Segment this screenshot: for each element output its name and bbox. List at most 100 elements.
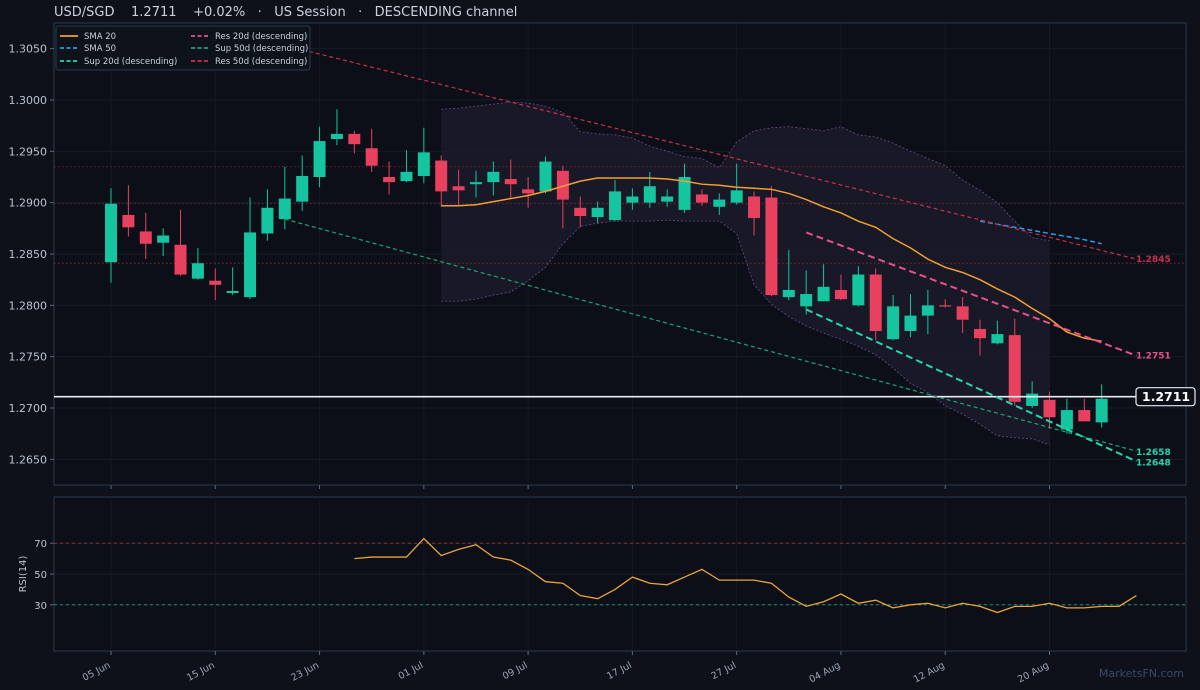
candle-body — [730, 190, 743, 203]
x-tick-label: 15 Jun — [185, 660, 217, 684]
candle-body — [383, 177, 396, 183]
candle-body — [504, 179, 517, 185]
candle-body — [278, 198, 291, 220]
pattern-label: DESCENDING channel — [374, 5, 518, 20]
candle-body — [939, 305, 952, 307]
band-upper-line — [441, 101, 1050, 242]
res20-trendline — [805, 231, 1137, 357]
legend: SMA 20 Res 20d (descending) SMA 50 Sup 50d … — [55, 25, 311, 71]
candle-body — [122, 214, 135, 228]
candle-body — [539, 161, 552, 192]
candle-body — [487, 171, 500, 183]
legend-label: Sup 20d (descending) — [84, 57, 177, 67]
candle-body — [556, 170, 569, 200]
sup20-trendline — [805, 308, 1137, 463]
candle-body — [209, 280, 222, 285]
y-tick-label: 1.2650 — [9, 453, 48, 466]
x-tick-label: 09 Jul — [501, 660, 530, 682]
candle-body — [678, 177, 691, 210]
chart-header: USD/SGD 1.2711 +0.02% · US Session · DES… — [54, 5, 517, 20]
candle-body — [261, 207, 274, 234]
candle-body — [974, 328, 986, 339]
candle-body — [626, 196, 639, 203]
legend-label: SMA 50 — [84, 44, 116, 54]
x-tick-label: 20 Aug — [1016, 660, 1051, 686]
candle-body — [661, 196, 674, 202]
sup50-value-label: 1.2658 — [1136, 448, 1171, 458]
y-tick-label: 1.2750 — [9, 351, 48, 364]
candle-body — [887, 306, 900, 340]
legend-label: Res 20d (descending) — [215, 32, 307, 42]
rsi-y-tick-label: 30 — [34, 601, 47, 612]
band-lower-line — [441, 219, 1050, 446]
res20-value-label: 1.2751 — [1136, 352, 1171, 362]
candle-body — [1078, 410, 1091, 422]
candle-body — [348, 133, 361, 145]
candle-body — [522, 189, 535, 194]
rsi-line — [354, 537, 1137, 614]
candle-body — [435, 160, 448, 192]
sma20-line — [441, 177, 1102, 343]
candle-body — [643, 186, 656, 203]
x-tick-label: 01 Jul — [397, 660, 426, 682]
legend-label: Res 50d (descending) — [215, 57, 307, 67]
candle-body — [956, 306, 969, 320]
res50-value-label: 1.2845 — [1136, 255, 1171, 265]
y-tick-label: 1.2800 — [9, 299, 48, 312]
candle-body — [695, 194, 708, 203]
candle-body — [400, 171, 413, 182]
candle-body — [765, 197, 778, 296]
candle-body — [313, 141, 326, 177]
price-label: 1.2711 — [131, 5, 177, 20]
candle-body — [417, 152, 430, 176]
x-tick-label: 05 Jun — [81, 660, 113, 684]
candle-body — [834, 289, 847, 300]
y-tick-label: 1.3050 — [9, 43, 48, 56]
candle-body — [296, 175, 309, 202]
y-tick-label: 1.3000 — [9, 94, 48, 107]
candle-body — [365, 148, 378, 166]
x-tick-label: 23 Jun — [289, 660, 321, 684]
candle-body — [330, 133, 343, 140]
candle-body — [1008, 335, 1021, 402]
candle-body — [244, 232, 257, 298]
x-tick-label: 17 Jul — [605, 660, 634, 682]
candle-body — [174, 244, 187, 275]
candle-body — [991, 334, 1004, 344]
candle-body — [609, 191, 622, 221]
rsi-y-tick-label: 50 — [34, 570, 47, 581]
candle-body — [574, 207, 587, 217]
x-tick-label: 12 Aug — [912, 660, 947, 686]
current-price-value: 1.2711 — [1142, 389, 1190, 404]
y-tick-label: 1.2700 — [9, 402, 48, 415]
candle-body — [226, 290, 239, 294]
candle-body — [713, 199, 726, 207]
candle-body — [800, 294, 813, 307]
candle-body — [921, 305, 934, 316]
legend-label: SMA 20 — [84, 32, 116, 42]
legend-box — [55, 25, 311, 71]
separator: · — [358, 5, 363, 20]
candle-body — [452, 186, 465, 191]
candle-body — [105, 203, 117, 263]
candle-body — [191, 263, 204, 279]
x-tick-label: 04 Aug — [807, 660, 842, 686]
res50-trendline — [302, 49, 1137, 260]
pair-label: USD/SGD — [54, 5, 115, 20]
y-tick-label: 1.2950 — [9, 145, 48, 158]
candle-body — [1060, 410, 1073, 430]
candle-body — [782, 289, 795, 298]
candle-body — [817, 286, 830, 302]
candle-body — [1095, 398, 1108, 423]
candle-body — [748, 196, 761, 219]
channel-band — [441, 102, 1050, 445]
legend-label: Sup 50d (descending) — [215, 44, 308, 54]
change-label: +0.02% — [193, 5, 246, 20]
x-tick-label: 27 Jul — [709, 660, 738, 682]
sup50-trendline — [284, 218, 1137, 452]
candle-body — [1026, 393, 1039, 406]
sup20-value-label: 1.2648 — [1136, 458, 1171, 468]
y-tick-label: 1.2900 — [9, 197, 48, 210]
candle-body — [157, 235, 170, 243]
